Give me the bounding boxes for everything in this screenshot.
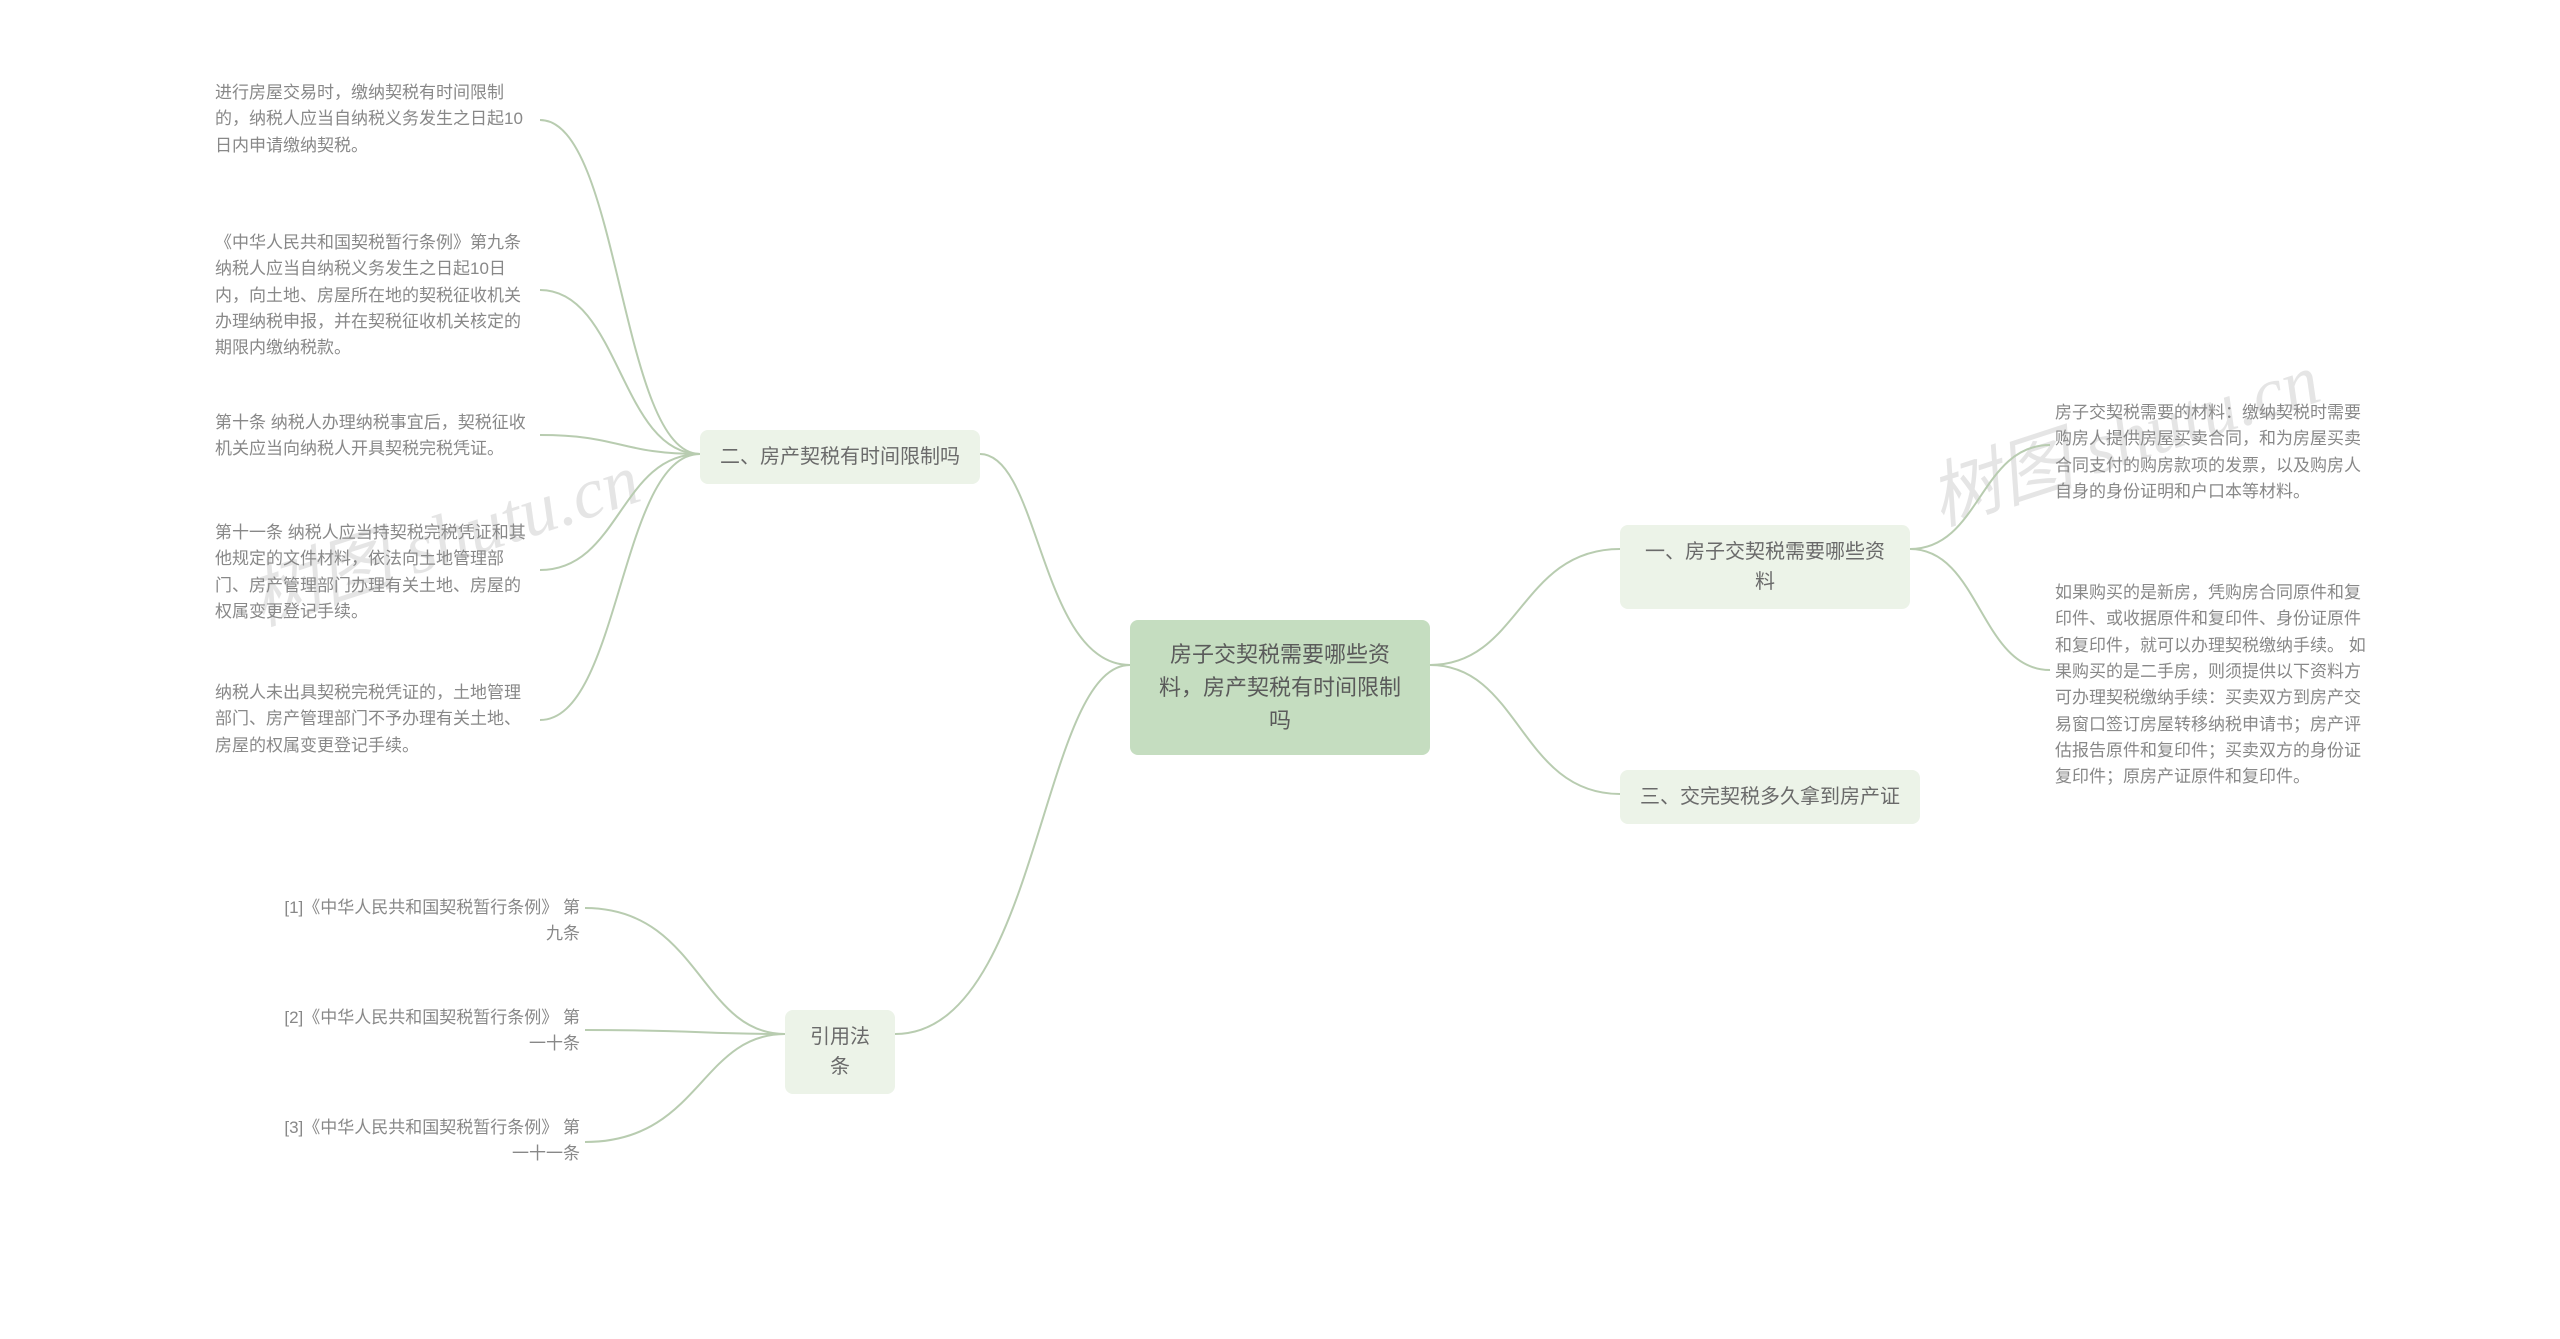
branch-1: 一、房子交契税需要哪些资料 [1620,525,1910,609]
branch-2-leaf-5: 纳税人未出具契税完税凭证的，土地管理部门、房产管理部门不予办理有关土地、房屋的权… [215,680,535,759]
branch-3: 三、交完契税多久拿到房产证 [1620,770,1920,824]
branch-4: 引用法条 [785,1010,895,1094]
branch-4-leaf-2: [2]《中华人民共和国契税暂行条例》 第一十条 [280,1005,580,1058]
branch-2-leaf-1: 进行房屋交易时，缴纳契税有时间限制的，纳税人应当自纳税义务发生之日起10日内申请… [215,80,535,159]
branch-4-leaf-3: [3]《中华人民共和国契税暂行条例》 第一十一条 [280,1115,580,1168]
root-node: 房子交契税需要哪些资料，房产契税有时间限制吗 [1130,620,1430,755]
branch-1-leaf-1: 房子交契税需要的材料：缴纳契税时需要购房人提供房屋买卖合同，和为房屋买卖合同支付… [2055,400,2375,505]
branch-4-leaf-1: [1]《中华人民共和国契税暂行条例》 第九条 [280,895,580,948]
branch-2: 二、房产契税有时间限制吗 [700,430,980,484]
branch-2-leaf-4: 第十一条 纳税人应当持契税完税凭证和其他规定的文件材料，依法向土地管理部门、房产… [215,520,535,625]
branch-2-leaf-2: 《中华人民共和国契税暂行条例》第九条 纳税人应当自纳税义务发生之日起10日内，向… [215,230,535,362]
branch-2-leaf-3: 第十条 纳税人办理纳税事宜后，契税征收机关应当向纳税人开具契税完税凭证。 [215,410,535,463]
branch-1-leaf-2: 如果购买的是新房，凭购房合同原件和复印件、或收据原件和复印件、身份证原件和复印件… [2055,580,2375,791]
